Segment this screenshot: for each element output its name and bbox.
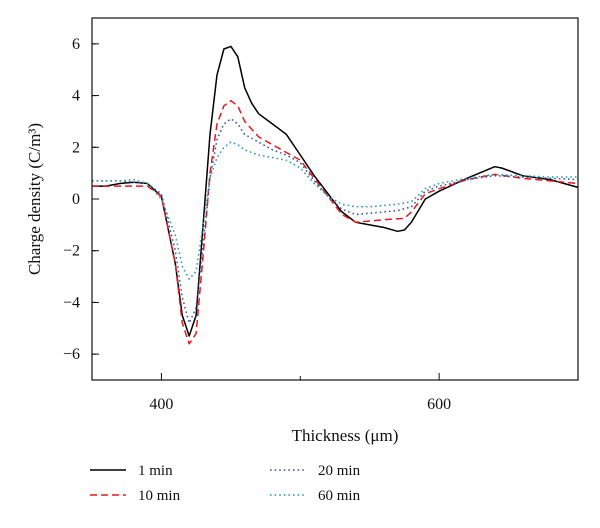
y-tick-label: −6	[63, 346, 80, 363]
legend-label-1: 1 min	[138, 463, 173, 479]
legend: 1 min 10 min 20 min 60 min	[90, 463, 361, 504]
series-line-1	[92, 45, 579, 337]
y-tick-label: 6	[72, 36, 80, 53]
legend-label-2: 10 min	[138, 488, 181, 504]
y-tick-label: −2	[63, 243, 80, 260]
y-tick-label: 2	[72, 139, 80, 156]
series-line-4	[92, 141, 578, 280]
series-line-3	[92, 118, 579, 324]
y-axis-title: Charge density (C/m³)	[25, 123, 44, 275]
x-tick-label: 400	[149, 396, 173, 413]
x-tick-label: 600	[427, 396, 451, 413]
series-line-2	[92, 99, 579, 345]
legend-label-4: 60 min	[318, 488, 361, 504]
y-tick-label: 0	[72, 191, 80, 208]
x-axis-title: Thickness (μm)	[292, 426, 399, 445]
plot-lines	[92, 45, 579, 345]
plot-frame	[91, 17, 579, 381]
legend-label-3: 20 min	[318, 463, 361, 479]
y-tick-label: 4	[72, 88, 80, 105]
axis-ticks: −6 −4 −2 0 2 4 6 400 600	[63, 36, 451, 413]
y-tick-label: −4	[63, 294, 80, 311]
